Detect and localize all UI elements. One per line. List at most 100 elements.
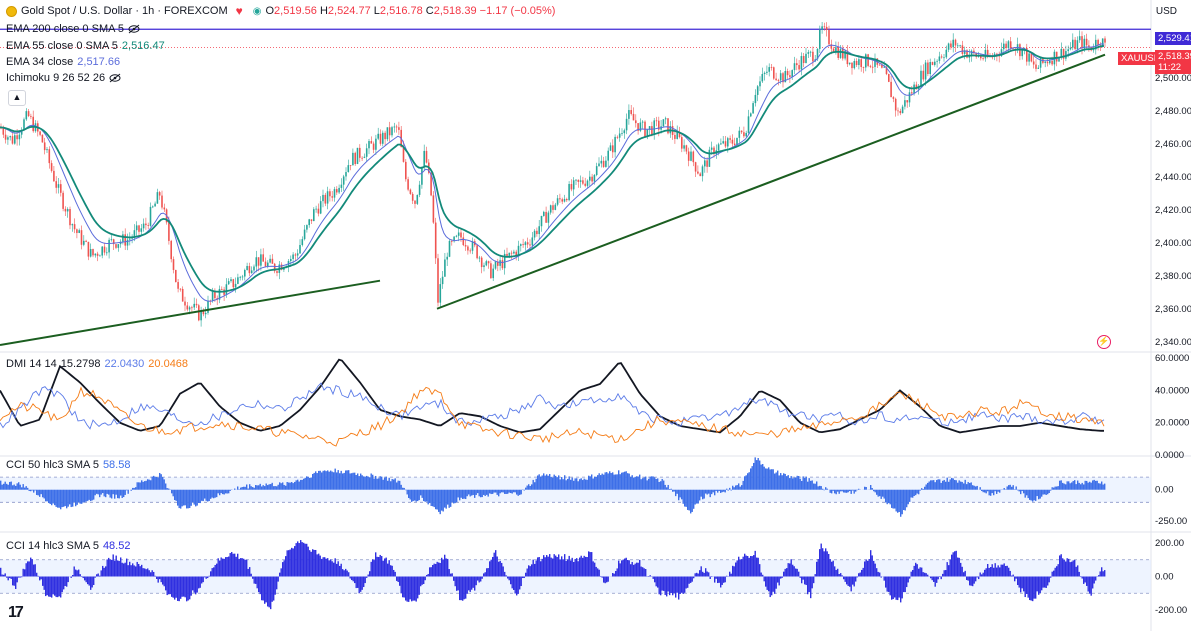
cci50-bar	[303, 478, 305, 490]
cci50-bar	[883, 489, 885, 499]
candle-body	[743, 132, 745, 137]
cci14-bar	[636, 562, 638, 577]
ema55-legend[interactable]: EMA 55 close 0 SMA 5 2,516.47	[6, 40, 165, 52]
cci14-bar	[276, 576, 278, 590]
cci50-bar	[18, 482, 20, 490]
cci14-bar	[757, 557, 759, 577]
candle-body	[869, 65, 872, 67]
cci14-bar	[528, 565, 530, 577]
cci14-bar	[21, 576, 23, 578]
cci14-bar	[940, 576, 942, 580]
candle-body	[66, 209, 69, 212]
cci50-bar	[973, 485, 975, 490]
cci50-bar	[1069, 483, 1071, 490]
cci14-bar	[1026, 576, 1028, 594]
countdown-tag: 11:22	[1155, 61, 1191, 74]
currency-label[interactable]: USD	[1155, 6, 1177, 17]
cci50-bar	[454, 489, 456, 504]
cci50-bar	[282, 482, 284, 490]
hidden-eye-icon[interactable]	[109, 73, 121, 83]
cci50-bar	[526, 485, 528, 490]
ema200-legend[interactable]: EMA 200 close 0 SMA 5	[6, 23, 140, 35]
cci50-bar	[939, 479, 941, 490]
cci50-bar	[825, 487, 827, 490]
candle-body	[789, 75, 791, 77]
cci50-bar	[448, 489, 450, 508]
cci50-bar	[408, 489, 410, 499]
cci14-bar	[568, 555, 570, 577]
candle-body	[20, 130, 23, 135]
candle-body	[770, 67, 773, 68]
candle-body	[529, 244, 531, 246]
cci14-bar	[54, 576, 56, 596]
cci14-bar	[388, 560, 390, 577]
cci50-bar	[100, 489, 102, 495]
cci14-bar	[522, 576, 524, 579]
candle-body	[1051, 60, 1053, 65]
cci14-bar	[318, 553, 320, 577]
cci14-bar	[307, 546, 309, 577]
candle-body	[142, 223, 145, 229]
cci14-bar	[288, 550, 290, 577]
cci14-bar	[996, 567, 998, 577]
cci50-bar	[891, 489, 893, 508]
ichimoku-legend[interactable]: Ichimoku 9 26 52 26	[6, 72, 121, 84]
cci14-bar	[561, 556, 563, 577]
cci50-bar	[466, 489, 468, 497]
candle-body	[60, 184, 62, 193]
ema34-legend[interactable]: EMA 34 close 2,517.66	[6, 56, 121, 68]
candle-body	[264, 261, 267, 267]
cci14-bar	[918, 568, 920, 577]
cci14-bar	[391, 565, 393, 577]
cci50-bar	[721, 489, 723, 493]
collapse-legend-button[interactable]: ▲	[8, 90, 26, 106]
cci50-bar	[444, 489, 446, 508]
cci50-bar	[670, 488, 672, 490]
candle-body	[793, 63, 796, 71]
cci14-bar	[816, 561, 818, 577]
cci14-bar	[79, 574, 81, 577]
candle-body	[582, 180, 584, 184]
cci14-bar	[781, 576, 783, 578]
cci14-bar	[624, 558, 626, 577]
candle-body	[115, 244, 117, 248]
cci14-bar	[652, 576, 654, 579]
hidden-eye-icon[interactable]	[128, 24, 140, 34]
cci50-bar	[372, 474, 374, 490]
cci14-bar	[205, 576, 207, 579]
cci50-bar	[373, 478, 375, 490]
cci14-bar	[483, 573, 485, 577]
cci14-bar	[57, 576, 59, 598]
cci14-bar	[573, 561, 575, 577]
cci50-bar	[1020, 489, 1022, 495]
cci50-bar	[849, 489, 851, 492]
flash-icon[interactable]: ⚡	[1097, 335, 1111, 349]
cci50-bar	[658, 481, 660, 490]
favorite-icon[interactable]: ♥	[235, 4, 243, 18]
cci50-bar	[70, 489, 72, 508]
cci14-bar	[738, 556, 740, 577]
candle-body	[294, 254, 297, 256]
cci50-bar	[1044, 489, 1046, 495]
candle-body	[492, 268, 494, 279]
cci50-bar	[135, 487, 137, 490]
cci14-bar	[306, 543, 308, 577]
cci14-bar	[642, 567, 644, 577]
cci50-bar	[156, 476, 158, 490]
candle-body	[117, 244, 120, 248]
cci50-bar	[388, 477, 390, 490]
cci50-bar	[337, 470, 339, 490]
cci14-bar	[889, 576, 891, 596]
cci14-bar	[364, 576, 366, 584]
cci50-bar	[190, 489, 192, 506]
cci14-bar	[684, 576, 686, 593]
cci50-bar	[189, 489, 191, 509]
cci14-bar	[396, 576, 398, 581]
cci50-bar	[402, 487, 404, 490]
cci50-bar	[703, 489, 705, 499]
candle-body	[848, 62, 851, 65]
cci14-bar	[39, 576, 41, 581]
cci50-bar	[843, 489, 845, 493]
cci50-bar	[661, 478, 663, 490]
